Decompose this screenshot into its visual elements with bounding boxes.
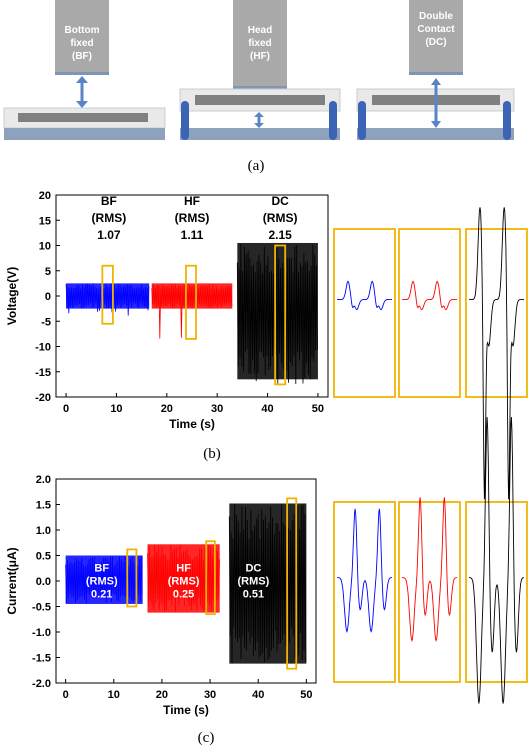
- caption: (c): [198, 730, 215, 746]
- highlight-box: [126, 548, 138, 608]
- zoom-waveform-hf: [402, 280, 457, 311]
- y-tick-label: -5: [41, 316, 51, 328]
- x-tick-label: 20: [161, 403, 173, 415]
- diagram-panel-dc: Double Contact (DC): [356, 0, 515, 140]
- diagram-a: Bottom fixed (BF) Head fixed (HF): [3, 0, 515, 174]
- annotation-hf: HF: [176, 562, 191, 574]
- diagram-label-hf-1: Head: [248, 25, 272, 36]
- y-tick-label: 1.5: [36, 500, 51, 512]
- annotation-dc: 0.51: [243, 588, 264, 600]
- zoom-inset-dc: [465, 228, 528, 398]
- x-tick-label: 30: [204, 689, 216, 701]
- annotation-dc: DC: [245, 562, 261, 574]
- x-tick-label: 20: [156, 689, 168, 701]
- highlight-box: [205, 540, 216, 616]
- series-bf-line: [65, 555, 143, 604]
- annotation-bf: 1.07: [97, 228, 121, 242]
- y-tick-label: -1.5: [32, 653, 51, 665]
- y-tick-label: -15: [35, 367, 51, 379]
- annotation-dc: (RMS): [263, 211, 298, 225]
- diagram-label-hf-3: (HF): [250, 51, 270, 62]
- annotation-dc: (RMS): [238, 575, 270, 587]
- x-tick-label: 40: [252, 689, 264, 701]
- annotation-bf: 0.21: [91, 588, 112, 600]
- series-hf-line: [147, 544, 220, 613]
- y-axis-label: Current(μA): [5, 547, 19, 614]
- x-tick-label: 0: [63, 403, 69, 415]
- caption: (b): [203, 446, 221, 462]
- chart-current: -2.0 -1.5 -1.0 -0.5 0.0 0.5 1.0 1.5 2.0 0 10 20 30 40…: [5, 474, 317, 746]
- chart-voltage: -20 -15 -10 -5 0 5 10 15 20 0 10 20 30 40 50 Time (s) Vo…: [5, 190, 329, 462]
- zoom-inset-hf: [398, 228, 461, 398]
- x-axis-label: Time (s): [163, 703, 209, 717]
- y-tick-label: 15: [39, 215, 51, 227]
- x-tick-label: 10: [108, 689, 120, 701]
- y-tick-label: -1.0: [32, 627, 51, 639]
- x-tick-label: 50: [300, 689, 312, 701]
- annotation-bf: BF: [101, 194, 117, 208]
- annotation-hf: HF: [184, 194, 200, 208]
- diagram-label-dc-2: Contact: [417, 24, 455, 35]
- highlight-box: [185, 264, 197, 340]
- x-tick-label: 50: [312, 403, 324, 415]
- y-tick-label: 5: [45, 266, 51, 278]
- diagram-label-dc-3: (DC): [425, 37, 446, 48]
- annotation-bf: (RMS): [86, 575, 118, 587]
- y-tick-label: 10: [39, 241, 51, 253]
- y-tick-label: 20: [39, 190, 51, 202]
- y-tick-label: -20: [35, 392, 51, 404]
- annotation-hf: 1.11: [181, 228, 204, 242]
- y-tick-label: 1.0: [36, 525, 51, 537]
- caption-a: (a): [248, 158, 265, 174]
- diagram-label-bf-3: (BF): [72, 51, 92, 62]
- annotation-hf: 0.25: [173, 588, 194, 600]
- y-tick-label: 0: [45, 291, 51, 303]
- annotation-dc: 2.15: [268, 228, 292, 242]
- y-tick-label: -0.5: [32, 602, 51, 614]
- zoom-waveform-hf: [402, 497, 457, 643]
- annotation-dc: DC: [271, 194, 289, 208]
- highlight-box: [101, 264, 114, 325]
- y-axis-label: Voltage(V): [5, 267, 19, 325]
- y-tick-label: 2.0: [36, 474, 51, 486]
- zoom-waveform-dc: [469, 416, 525, 704]
- zoom-inset-hf: [398, 501, 461, 683]
- x-tick-label: 10: [110, 403, 122, 415]
- zoom-inset-bf: [333, 501, 396, 683]
- series-dc-line: [228, 503, 307, 664]
- series-dc-line: [236, 243, 318, 385]
- diagram-label-dc-1: Double: [419, 11, 453, 22]
- zoom-inset-bf: [333, 228, 396, 398]
- x-tick-label: 30: [211, 403, 223, 415]
- zoom-inset-dc: [465, 501, 528, 683]
- annotation-hf: (RMS): [168, 575, 200, 587]
- diagram-panel-bf: Bottom fixed (BF): [3, 0, 166, 140]
- x-tick-label: 0: [63, 689, 69, 701]
- annotation-bf: BF: [94, 562, 109, 574]
- zoom-insets: [333, 207, 528, 704]
- zoom-waveform-dc: [469, 207, 524, 500]
- highlight-box: [274, 244, 287, 386]
- x-axis-label: Time (s): [169, 417, 215, 431]
- series-hf-line: [151, 283, 233, 339]
- x-tick-label: 40: [261, 403, 273, 415]
- annotation-bf: (RMS): [92, 211, 127, 225]
- diagram-panel-hf: Head fixed (HF): [179, 0, 341, 140]
- series-bf-line: [65, 283, 150, 316]
- annotation-hf: (RMS): [175, 211, 210, 225]
- y-tick-label: 0.5: [36, 551, 51, 563]
- y-tick-label: 0.0: [36, 576, 51, 588]
- diagram-label-bf-1: Bottom: [65, 25, 100, 36]
- highlight-box: [286, 497, 298, 670]
- diagram-label-hf-2: fixed: [248, 38, 271, 49]
- y-tick-label: -10: [35, 342, 51, 354]
- zoom-waveform-bf: [337, 508, 392, 634]
- y-tick-label: -2.0: [32, 678, 51, 690]
- zoom-waveform-bf: [337, 280, 392, 311]
- diagram-label-bf-2: fixed: [70, 38, 93, 49]
